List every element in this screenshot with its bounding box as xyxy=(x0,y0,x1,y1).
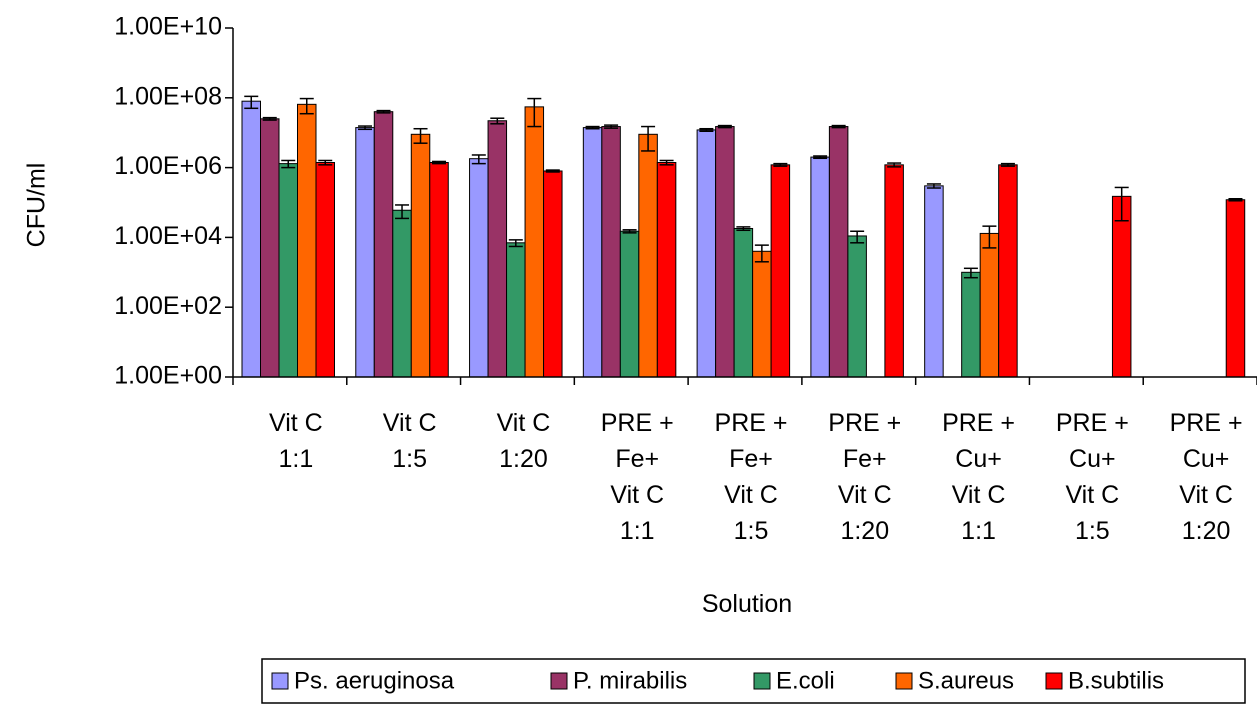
bar xyxy=(524,106,545,378)
bar xyxy=(429,162,449,378)
y-tick-label: 1.00E+06 xyxy=(114,152,222,180)
bar xyxy=(410,133,431,378)
x-category-label: PRE + Cu+ Vit C 1:20 xyxy=(1170,409,1243,545)
bar xyxy=(1225,199,1246,378)
bar xyxy=(355,127,375,378)
x-category-label: PRE + Cu+ Vit C 1:1 xyxy=(942,409,1015,545)
bar xyxy=(487,120,508,378)
legend: Ps. aeruginosa P. mirabilis E.coli S.aureus… xyxy=(261,658,1246,704)
bar xyxy=(847,235,867,378)
bar xyxy=(884,164,904,378)
legend-label: Ps. aeruginosa xyxy=(294,667,455,694)
legend-swatch xyxy=(753,672,771,690)
legend-label: S.aureus xyxy=(918,667,1014,694)
x-category-label: Vit C 1:20 xyxy=(497,409,551,473)
bar xyxy=(543,170,563,378)
bar xyxy=(582,127,603,378)
bar xyxy=(260,118,280,378)
bar xyxy=(1111,195,1132,378)
y-tick-label: 1.00E+02 xyxy=(114,292,222,320)
bar xyxy=(810,156,830,378)
legend-label: P. mirabilis xyxy=(573,667,687,694)
x-axis: Vit C 1:1 Vit C 1:5 Vit C 1:20 PRE + Fe+ Vit C 1:… xyxy=(232,376,1257,545)
x-category-label: PRE + Cu+ Vit C 1:5 xyxy=(1056,409,1129,545)
y-tick-label: 1.00E+10 xyxy=(114,13,222,41)
bar xyxy=(696,129,717,378)
bar xyxy=(373,111,394,378)
x-category-label: Vit C 1:5 xyxy=(383,409,437,473)
bar xyxy=(297,103,317,378)
bar xyxy=(770,164,791,378)
bar xyxy=(715,126,735,378)
x-axis-title: Solution xyxy=(702,590,792,618)
bar xyxy=(979,232,1000,378)
legend-label: E.coli xyxy=(776,667,835,694)
bar xyxy=(998,164,1018,378)
bar xyxy=(469,158,489,378)
x-category-label: Vit C 1:1 xyxy=(269,409,323,473)
bar xyxy=(392,209,412,378)
bar xyxy=(961,271,981,378)
legend-swatch xyxy=(895,672,913,690)
bar xyxy=(278,163,298,378)
bar xyxy=(619,230,640,378)
bar xyxy=(506,242,526,378)
bar xyxy=(241,100,261,378)
x-category-label: PRE + Fe+ Vit C 1:20 xyxy=(828,409,901,545)
y-tick-label: 1.00E+00 xyxy=(114,362,222,390)
y-axis: 1.00E+00 1.00E+02 1.00E+04 1.00E+06 1.00E+08… xyxy=(114,13,234,390)
legend-swatch xyxy=(550,672,568,690)
bar xyxy=(924,185,944,378)
y-tick-label: 1.00E+08 xyxy=(114,82,222,110)
legend-swatch xyxy=(271,672,289,690)
bars xyxy=(241,95,1246,378)
y-axis-title: CFU/ml xyxy=(23,163,51,248)
y-tick-label: 1.00E+04 xyxy=(114,222,222,250)
bar xyxy=(656,162,677,378)
legend-label: B.subtilis xyxy=(1068,667,1164,694)
legend-swatch xyxy=(1045,672,1063,690)
x-category-label: PRE + Fe+ Vit C 1:1 xyxy=(601,409,674,545)
bar xyxy=(601,126,621,378)
bar xyxy=(752,250,772,378)
bar xyxy=(315,162,335,378)
bar xyxy=(828,126,849,378)
bar xyxy=(733,227,754,378)
x-category-label: PRE + Fe+ Vit C 1:5 xyxy=(715,409,788,545)
bar xyxy=(638,133,658,378)
